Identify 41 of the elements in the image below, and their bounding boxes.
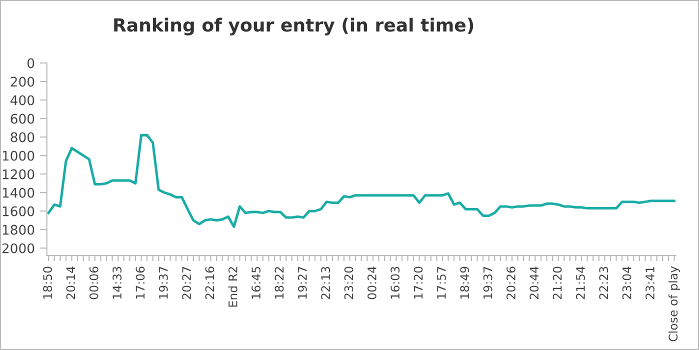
x-tick-label: 00:24 <box>367 266 376 300</box>
x-tick-label: 18:49 <box>460 266 470 299</box>
x-tick-label: 18:22 <box>274 267 284 299</box>
x-tick-label: 17:06 <box>136 266 145 299</box>
x-tick-label: 21:20 <box>552 266 562 300</box>
x-tick-label: 16:45 <box>252 266 261 299</box>
y-tick-label: 1600 <box>2 206 34 216</box>
x-tick-label: 17:57 <box>437 266 446 299</box>
x-tick-label: 00:06 <box>89 266 98 300</box>
y-tick-label: 400 <box>10 95 34 106</box>
x-tick-label: 22:23 <box>599 266 608 300</box>
y-tick-label: 600 <box>10 114 34 124</box>
y-tick-label: 1400 <box>2 188 34 198</box>
x-tick-label: 20:26 <box>506 266 516 300</box>
x-tick-label: 17:20 <box>414 266 423 299</box>
chart-title: Ranking of your entry (in real time) <box>114 18 474 36</box>
x-tick-label: 19:37 <box>158 266 168 299</box>
x-tick-label: 19:27 <box>298 266 307 299</box>
x-tick-label: 18:50 <box>43 266 52 299</box>
x-tick-label: 22:16 <box>205 266 214 300</box>
y-tick-label: 800 <box>10 132 34 142</box>
y-tick-label: 200 <box>10 76 34 87</box>
x-tick-label: 14:33 <box>112 266 122 299</box>
x-tick-label: 19:37 <box>483 266 492 299</box>
x-tick-label: 23:41 <box>646 267 654 300</box>
x-tick-label: 23:20 <box>344 266 354 300</box>
x-tick-label: 20:27 <box>182 266 192 300</box>
y-tick-label: 1200 <box>2 169 34 180</box>
x-tick-label: 20:44 <box>530 266 539 300</box>
x-tick-label: 23:04 <box>622 266 632 300</box>
x-tick-label: 16:03 <box>390 266 400 299</box>
y-tick-label: 1000 <box>2 150 34 161</box>
y-tick-label: 2000 <box>2 243 34 254</box>
y-tick-label: 0 <box>28 58 34 68</box>
x-tick-label: End R2 <box>228 267 238 307</box>
x-tick-label: 21:54 <box>576 266 585 300</box>
x-tick-label: Close of play <box>668 266 680 342</box>
x-tick-label: 20:14 <box>66 266 76 300</box>
line-series <box>47 134 676 228</box>
y-tick-label: 1800 <box>2 224 34 235</box>
x-tick-label: 22:13 <box>321 266 330 300</box>
